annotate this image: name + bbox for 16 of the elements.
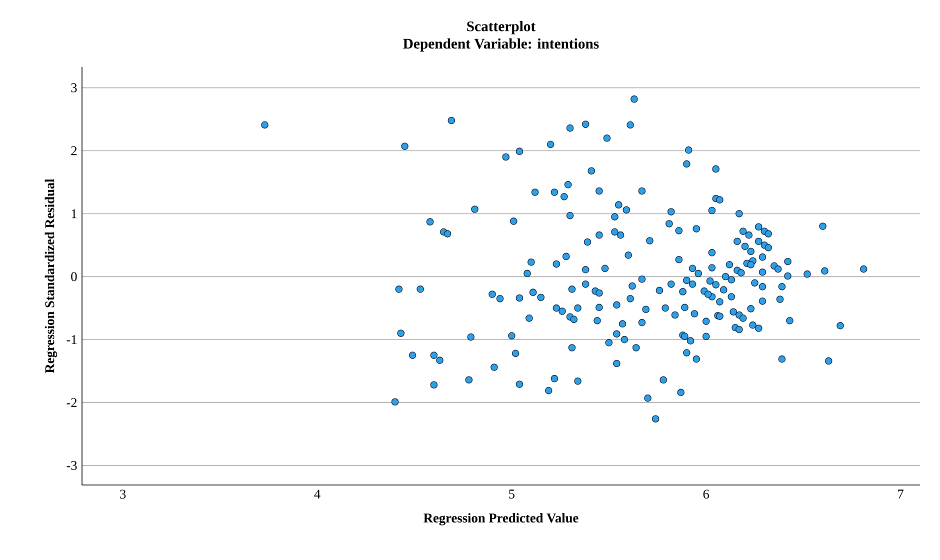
y-tick-label: -1 [66,335,77,344]
chart-title: Scatterplot [467,20,536,34]
y-tick-label: 3 [71,83,77,92]
y-tick-label: -3 [66,460,77,470]
x-tick-label: 4 [314,490,320,498]
y-tick-label: -2 [66,398,77,407]
chart-subtitle: Dependent Variable: intentions [403,38,599,52]
y-axis-title: Regression Standardized Residual [44,178,58,374]
x-tick-label: 5 [509,490,515,499]
x-tick-label: 3 [120,490,126,499]
x-tick-label: 7 [898,490,904,498]
y-tick-label: 0 [71,272,77,282]
x-tick-label: 6 [703,490,710,499]
x-axis-title: Regression Predicted Value [424,513,578,526]
y-tick-label: 2 [71,146,77,156]
y-tick-label: 1 [72,209,77,218]
